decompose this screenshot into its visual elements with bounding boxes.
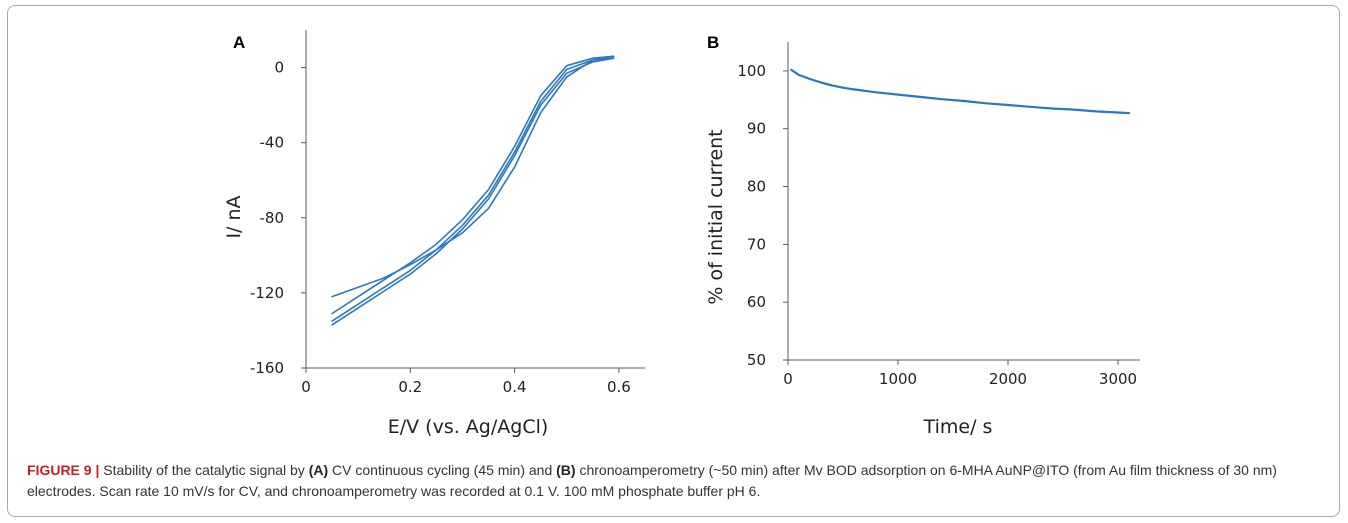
caption-figure-label: FIGURE 9 | [27, 462, 100, 478]
panel-a-series-line-4 [331, 55, 615, 298]
panel-a-y-axis-title: I/ nA [223, 195, 245, 238]
panel-b-y-tick-label: 60 [747, 293, 766, 311]
caption-panel-b-ref: (B) [556, 462, 576, 478]
panel-b-x-tick-label: 2000 [989, 370, 1027, 388]
panel-a-x-tick-label: 0 [301, 378, 311, 396]
panel-b-x-tick-label: 1000 [879, 370, 917, 388]
panel-a-x-axis-title: E/V (vs. Ag/AgCl) [388, 416, 549, 438]
panel-b-y-tick-label: 100 [737, 62, 766, 80]
panel-a-series-group [331, 55, 615, 326]
panel-a-y-tick-label: -80 [260, 209, 285, 227]
panel-a-x-tick-label: 0.4 [503, 378, 527, 396]
panel-b-y-tick-label: 80 [747, 178, 766, 196]
panel-b-y-tick-label: 90 [747, 120, 766, 138]
panel-b-y-axis-title: % of initial current [705, 129, 727, 304]
panel-a-series-line-3 [331, 55, 615, 315]
caption-text-3: chronoamperometry (~50 min) after Mv BOD… [27, 462, 1277, 499]
chart-panel-a: A 0 0.2 0.4 0.6 -160 -120 -80 -40 0 E/V (vs. Ag/… [223, 30, 645, 438]
panel-b-series-group [790, 68, 1131, 115]
chart-panel-b: B 0 1000 2000 3000 50 60 70 80 90 100 Time/ s % o… [705, 33, 1140, 438]
panel-a-y-tick-label: -40 [260, 134, 285, 152]
panel-b-x-axis-title: Time/ s [923, 416, 993, 438]
caption-text-1: Stability of the catalytic signal by [103, 462, 309, 478]
panel-b-series-line-1 [790, 68, 1131, 115]
panel-a-y-tick-label: -160 [250, 359, 284, 377]
panel-b-axes: 0 1000 2000 3000 50 60 70 80 90 100 [737, 42, 1140, 388]
panel-a-axes: 0 0.2 0.4 0.6 -160 -120 -80 -40 0 [250, 30, 645, 396]
panel-a-y-tick-label: 0 [274, 59, 284, 77]
panel-a-letter: A [233, 33, 245, 52]
panel-b-y-tick-label: 70 [747, 235, 766, 253]
caption-panel-a-ref: (A) [308, 462, 329, 478]
panel-b-x-tick-label: 3000 [1099, 370, 1137, 388]
caption-text-2: CV continuous cycling (45 min) and [328, 462, 557, 478]
figure-chart-area: A 0 0.2 0.4 0.6 -160 -120 -80 -40 0 E/V (vs. Ag/… [223, 30, 1140, 438]
panel-a-series-line-2 [331, 57, 615, 322]
figure-frame [7, 5, 1340, 517]
panel-a-x-tick-label: 0.6 [607, 378, 631, 396]
panel-b-y-tick-label: 50 [747, 351, 766, 369]
panel-a-y-tick-label: -120 [250, 284, 284, 302]
panel-b-letter: B [707, 33, 719, 52]
panel-a-x-tick-label: 0.2 [398, 378, 422, 396]
figure-caption: FIGURE 9 | Stability of the catalytic si… [27, 460, 1327, 502]
panel-a-series-line-1 [331, 57, 615, 326]
panel-b-x-tick-label: 0 [783, 370, 793, 388]
